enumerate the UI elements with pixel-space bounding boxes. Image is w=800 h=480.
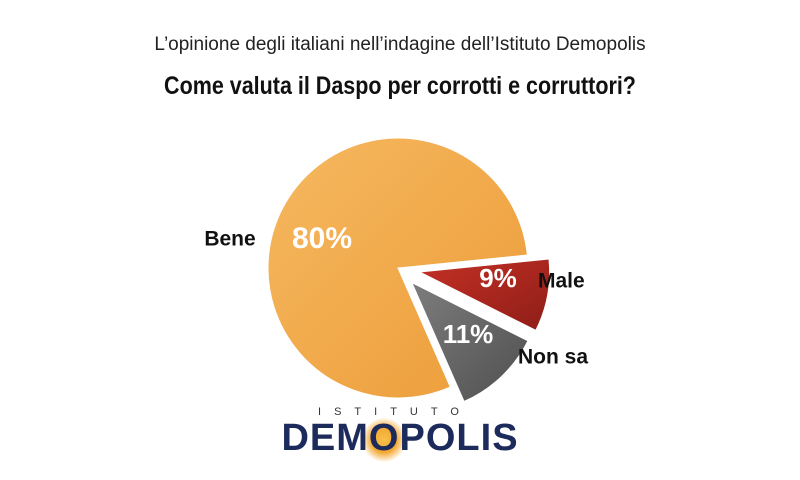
chart-subtitle: L’opinione degli italiani nell’indagine … <box>154 34 646 55</box>
value-label-non-sa: 11% <box>443 319 494 349</box>
value-label-bene: 80% <box>292 222 352 255</box>
chart-title: Come valuta il Daspo per corrotti e corr… <box>164 72 636 100</box>
value-label-male: 9% <box>479 263 517 293</box>
category-label-bene: Bene <box>204 228 255 251</box>
demopolis-logo: DEMOPOLIS <box>281 417 519 459</box>
category-label-non-sa: Non sa <box>518 346 588 369</box>
pie-slice-non-sa <box>410 281 529 403</box>
pie-slice-bene <box>267 137 528 399</box>
pie-slice-male <box>417 258 551 332</box>
category-label-male: Male <box>538 270 585 293</box>
logo-istituto-text: ISTITUTO <box>318 406 472 418</box>
